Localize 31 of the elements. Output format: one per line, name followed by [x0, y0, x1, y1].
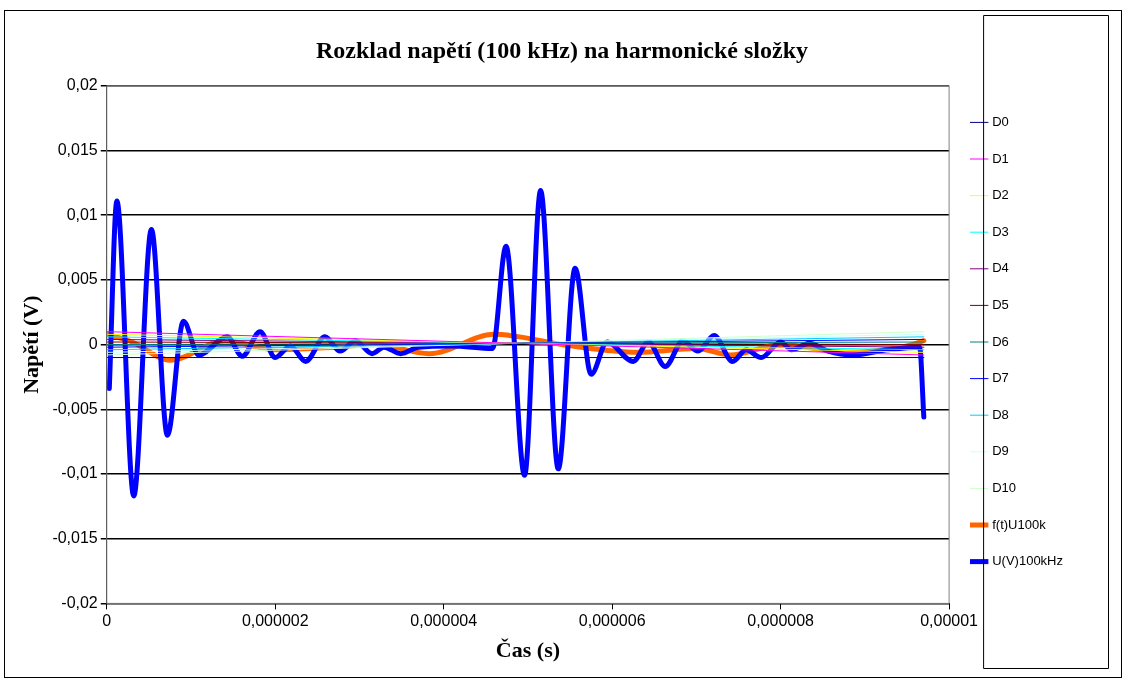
legend-label: D1 [992, 150, 1009, 166]
x-tick-label: 0,00001 [920, 612, 979, 630]
x-tick-label: 0,000006 [578, 612, 646, 630]
x-tick-label: 0,000008 [747, 612, 815, 630]
legend-label: D2 [992, 187, 1009, 203]
legend-label: D8 [992, 406, 1009, 422]
y-tick-label: 0 [88, 335, 98, 353]
legend-label: D3 [992, 223, 1009, 239]
y-tick-label: -0,02 [61, 593, 98, 611]
legend-label: D7 [992, 370, 1009, 386]
y-tick-label: 0,005 [57, 270, 98, 288]
y-tick-label: 0,02 [66, 76, 98, 94]
y-tick-label: -0,015 [52, 529, 98, 547]
legend-label: D9 [992, 443, 1009, 459]
chart-title: Rozklad napětí (100 kHz) na harmonické složky [315, 36, 809, 63]
legend-label: D0 [992, 113, 1009, 129]
legend-label: f(t)U100k [992, 516, 1047, 532]
y-tick-label: -0,01 [61, 464, 98, 482]
y-tick-label: -0,005 [52, 399, 98, 417]
x-tick-label: 0 [102, 612, 112, 630]
legend-label: D5 [992, 296, 1009, 312]
y-axis-title: Napětí (V) [17, 295, 43, 394]
y-tick-label: 0,01 [66, 205, 98, 223]
x-tick-label: 0,000002 [241, 612, 309, 630]
legend-label: D10 [992, 479, 1017, 495]
legend-label: D6 [992, 333, 1009, 349]
legend-label: D4 [992, 260, 1009, 276]
y-tick-label: 0,015 [57, 140, 98, 158]
x-axis-title: Čas (s) [495, 637, 561, 663]
legend-label: U(V)100kHz [992, 553, 1063, 569]
x-tick-label: 0,000004 [410, 612, 478, 630]
